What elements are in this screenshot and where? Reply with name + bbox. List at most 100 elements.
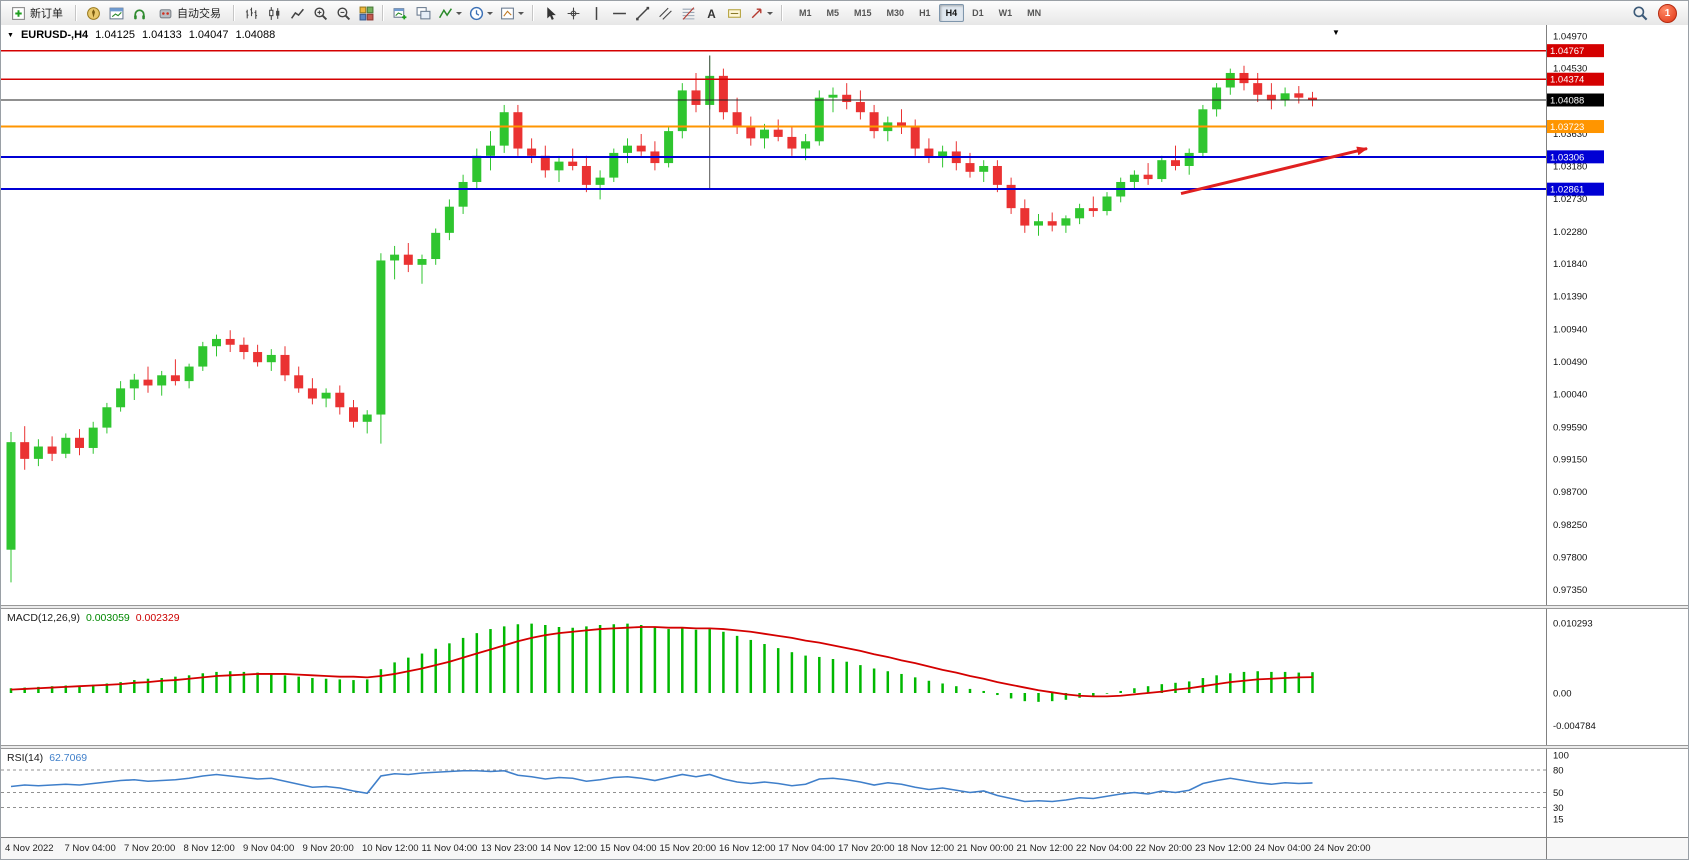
collapse-triangle-icon[interactable]: ▼ (7, 31, 14, 39)
channel-icon (658, 6, 673, 21)
crosshair-button[interactable] (562, 3, 584, 23)
line-chart-button[interactable] (286, 3, 308, 23)
tile-windows-button[interactable] (355, 3, 377, 23)
svg-text:0.99590: 0.99590 (1553, 422, 1587, 433)
rsi-name: RSI(14) (7, 752, 44, 764)
timeframe-d1-button[interactable]: D1 (965, 4, 991, 22)
svg-text:1.01390: 1.01390 (1553, 292, 1587, 303)
svg-text:21 Nov 12:00: 21 Nov 12:00 (1017, 843, 1074, 854)
trendline-button[interactable] (631, 3, 653, 23)
rsi-line (10, 769, 1313, 803)
text-icon: A (704, 6, 719, 21)
new-chart-button[interactable] (389, 3, 411, 23)
svg-text:24 Nov 04:00: 24 Nov 04:00 (1255, 843, 1312, 854)
profiles-button[interactable] (412, 3, 434, 23)
bar-chart-icon (244, 6, 259, 21)
zoom-in-button[interactable] (309, 3, 331, 23)
template-icon (500, 6, 515, 21)
auto-trading-label: 自动交易 (177, 8, 221, 20)
svg-text:1.00940: 1.00940 (1553, 324, 1587, 335)
svg-text:80: 80 (1553, 766, 1564, 777)
trend-arrow[interactable] (1180, 146, 1368, 196)
new-chart-icon (393, 6, 408, 21)
market-watch-button[interactable] (128, 3, 150, 23)
auto-trading-icon (158, 6, 173, 21)
auto-trading-button[interactable]: 自动交易 (151, 3, 228, 23)
timeframe-m5-button[interactable]: M5 (820, 4, 847, 22)
navigator-button[interactable] (82, 3, 104, 23)
templates-button[interactable] (497, 3, 527, 23)
text-button[interactable]: A (700, 3, 722, 23)
vertical-line-button[interactable] (585, 3, 607, 23)
charts-window-button[interactable] (105, 3, 127, 23)
line-chart-icon (290, 6, 305, 21)
macd-signal-line (10, 626, 1313, 698)
svg-text:1.02861: 1.02861 (1550, 185, 1584, 196)
zoom-out-button[interactable] (332, 3, 354, 23)
fibonacci-button[interactable] (677, 3, 699, 23)
toolbar: 新订单 自动交易 A M1 M5 M15 M30 H1 H (1, 1, 1688, 26)
price-line-badge: 1.03306 (1547, 150, 1604, 164)
svg-text:1.01840: 1.01840 (1553, 259, 1587, 270)
new-order-icon (11, 6, 26, 21)
svg-text:0.010293: 0.010293 (1553, 618, 1593, 629)
compass-icon (86, 6, 101, 21)
timeframe-h1-button[interactable]: H1 (912, 4, 938, 22)
svg-text:0.97800: 0.97800 (1553, 552, 1587, 563)
macd-signal-value: 0.002329 (135, 612, 180, 624)
text-label-button[interactable] (723, 3, 745, 23)
svg-text:0.99150: 0.99150 (1553, 454, 1587, 465)
svg-text:11 Nov 04:00: 11 Nov 04:00 (422, 843, 478, 854)
text-label-icon (727, 6, 742, 21)
timeframe-mn-button[interactable]: MN (1020, 4, 1048, 22)
timeframe-m15-button[interactable]: M15 (847, 4, 879, 22)
svg-text:A: A (707, 7, 716, 20)
cursor-button[interactable] (539, 3, 561, 23)
svg-text:1.03723: 1.03723 (1550, 122, 1584, 133)
svg-text:13 Nov 23:00: 13 Nov 23:00 (481, 843, 538, 854)
bar-close-value: 1.04088 (235, 29, 276, 41)
fibonacci-icon (681, 6, 696, 21)
search-icon (1632, 5, 1648, 21)
new-order-button[interactable]: 新订单 (4, 3, 70, 23)
indicators-button[interactable] (435, 3, 465, 23)
timeframe-m1-button[interactable]: M1 (792, 4, 819, 22)
tile-windows-icon (359, 6, 374, 21)
svg-text:4 Nov 2022: 4 Nov 2022 (5, 843, 54, 854)
svg-text:22 Nov 20:00: 22 Nov 20:00 (1136, 843, 1193, 854)
zoom-in-icon (313, 6, 328, 21)
svg-text:15 Nov 04:00: 15 Nov 04:00 (600, 843, 657, 854)
bar-chart-button[interactable] (240, 3, 262, 23)
horizontal-line-button[interactable] (608, 3, 630, 23)
periods-button[interactable] (466, 3, 496, 23)
notifications-badge[interactable]: 1 (1658, 3, 1677, 23)
symbol-label: EURUSD-,H4 (20, 29, 89, 41)
svg-text:10 Nov 12:00: 10 Nov 12:00 (362, 843, 419, 854)
chart-window-icon (109, 6, 124, 21)
chart-scroll-marker-icon[interactable]: ▼ (1332, 28, 1340, 37)
svg-text:14 Nov 12:00: 14 Nov 12:00 (541, 843, 598, 854)
headset-icon (132, 6, 147, 21)
svg-text:1.02280: 1.02280 (1553, 227, 1587, 238)
channel-button[interactable] (654, 3, 676, 23)
shapes-button[interactable] (746, 3, 776, 23)
candlestick-chart-button[interactable] (263, 3, 285, 23)
toolbar-separator (75, 5, 77, 21)
vertical-line-icon (589, 6, 604, 21)
time-axis: 4 Nov 2022 7 Nov 04:00 7 Nov 20:00 8 Nov 12… (5, 843, 1371, 854)
svg-text:1.04767: 1.04767 (1550, 46, 1584, 57)
cascade-windows-icon (416, 6, 431, 21)
timeframe-toolbar: M1 M5 M15 M30 H1 H4 D1 W1 MN (792, 4, 1048, 22)
svg-text:0.00: 0.00 (1553, 689, 1572, 700)
timeframe-h4-button[interactable]: H4 (938, 4, 965, 22)
timeframe-w1-button[interactable]: W1 (992, 4, 1020, 22)
svg-text:1.04374: 1.04374 (1550, 75, 1584, 86)
trendline-icon (635, 6, 650, 21)
toolbar-right: 1 (1629, 3, 1685, 23)
timeframe-m30-button[interactable]: M30 (880, 4, 912, 22)
svg-text:17 Nov 04:00: 17 Nov 04:00 (779, 843, 836, 854)
search-button[interactable] (1629, 3, 1651, 23)
price-chart[interactable]: 1.04970 1.04530 1.03630 1.03180 1.02730 1.022… (1, 25, 1689, 860)
bar-low-value: 1.04047 (188, 29, 229, 41)
svg-text:18 Nov 12:00: 18 Nov 12:00 (898, 843, 955, 854)
